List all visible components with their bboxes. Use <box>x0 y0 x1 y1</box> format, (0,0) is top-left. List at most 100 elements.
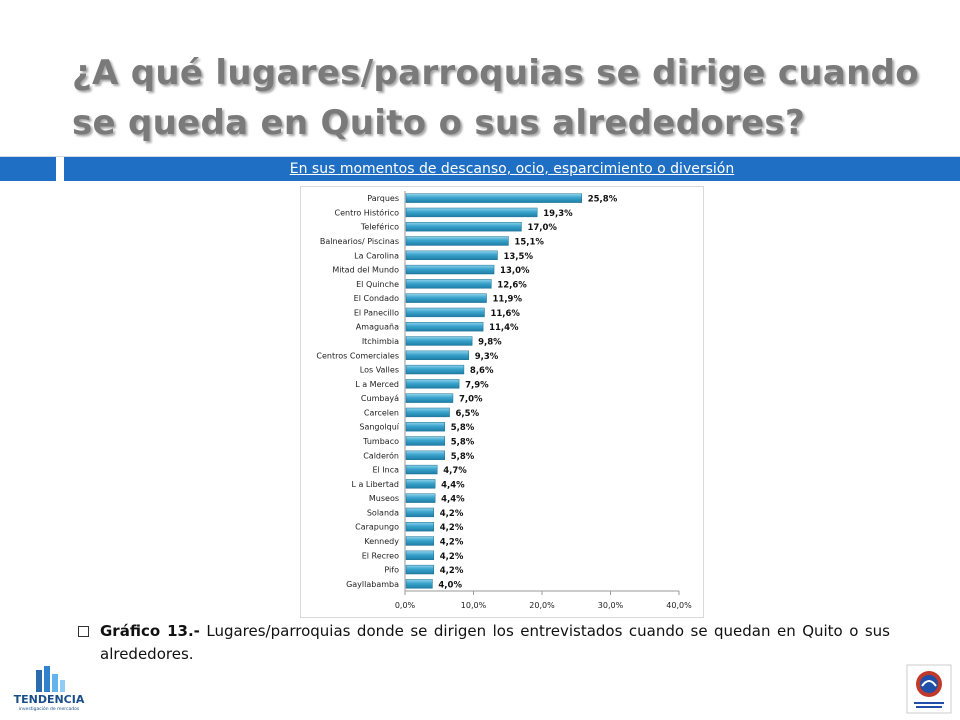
tendencia-logo-subtext: investigación de mercados <box>19 705 80 712</box>
bar-value-label: 4,2% <box>440 523 464 533</box>
bar <box>405 464 438 475</box>
category-label: Mitad del Mundo <box>332 266 399 275</box>
bar-value-label: 12,6% <box>497 280 527 290</box>
tendencia-logo-text: TENDENCIA <box>14 693 85 706</box>
bar <box>405 507 435 518</box>
bar-value-label: 6,5% <box>456 409 480 419</box>
category-label: Itchimbia <box>362 337 399 346</box>
x-tick-label: 20,0% <box>529 601 555 610</box>
header-divider <box>0 156 960 157</box>
bar <box>405 236 509 246</box>
category-label: La Carolina <box>354 251 399 260</box>
bar-value-label: 13,0% <box>500 266 530 276</box>
category-label: El Recreo <box>362 551 399 560</box>
bar <box>405 250 498 260</box>
category-label: Tumbaco <box>362 437 399 446</box>
category-label: El Panecillo <box>354 308 399 317</box>
category-label: Teleférico <box>360 222 399 232</box>
bar-value-label: 13,5% <box>503 252 533 262</box>
bar <box>405 207 538 218</box>
bar-chart: 0,0% 10,0% 20,0% 30,0% 40,0% Parques 25,8% Cent… <box>300 186 704 618</box>
tendencia-logo: TENDENCIA investigación de mercados <box>14 666 85 712</box>
bar <box>405 550 435 560</box>
category-label: Calderón <box>363 450 399 460</box>
bar-value-label: 7,0% <box>459 395 483 405</box>
bar-value-label: 4,0% <box>438 580 462 590</box>
category-label: El Inca <box>372 466 399 475</box>
bar-value-label: 4,2% <box>440 566 464 576</box>
bar-value-label: 19,3% <box>543 209 573 219</box>
bar <box>405 479 436 489</box>
bar <box>405 422 445 432</box>
bar <box>405 450 445 460</box>
category-label: L a Libertad <box>351 480 399 489</box>
bar <box>405 536 435 546</box>
bar-value-label: 4,2% <box>440 552 464 562</box>
page-title: ¿A qué lugares/parroquias se dirige cuan… <box>72 53 919 143</box>
bar <box>405 307 485 318</box>
bar <box>405 564 435 575</box>
category-label: L a Merced <box>355 380 399 389</box>
bar <box>405 279 492 289</box>
bar-value-label: 4,7% <box>443 466 467 476</box>
bar <box>405 293 487 303</box>
bar <box>405 264 495 275</box>
category-label: Centros Comerciales <box>316 351 399 360</box>
bar <box>405 522 435 532</box>
bar <box>405 393 454 403</box>
quito-turismo-logo <box>906 664 952 714</box>
caption-text: Lugares/parroquias donde se dirigen los … <box>100 622 890 663</box>
bar-value-label: 15,1% <box>514 238 544 248</box>
bar-value-label: 4,4% <box>441 480 465 490</box>
bar <box>405 193 582 203</box>
bar <box>405 493 436 503</box>
category-label: Gayllabamba <box>346 580 399 589</box>
bar <box>405 222 522 232</box>
bar-value-label: 25,8% <box>588 195 618 205</box>
bar-value-label: 4,2% <box>440 538 464 548</box>
category-label: Museos <box>369 494 399 503</box>
bar-value-label: 4,2% <box>440 509 464 519</box>
category-label: Parques <box>367 194 399 203</box>
bar <box>405 350 469 360</box>
category-label: Cumbayá <box>361 394 399 403</box>
x-tick-label: 40,0% <box>666 601 692 610</box>
category-label: Kennedy <box>364 537 399 546</box>
bar-value-label: 7,9% <box>465 380 489 390</box>
category-label: Balnearios/ Piscinas <box>320 237 399 246</box>
bar-value-label: 11,6% <box>490 309 520 319</box>
bar <box>405 336 473 346</box>
bar-chart-svg: 0,0% 10,0% 20,0% 30,0% 40,0% Parques 25,8% Cent… <box>316 191 692 610</box>
bar-value-label: 11,4% <box>489 323 519 333</box>
figure-caption: Gráfico 13.- Lugares/parroquias donde se… <box>100 620 890 666</box>
category-label: Carapungo <box>355 523 399 532</box>
bar <box>405 436 445 446</box>
bar <box>405 407 450 418</box>
category-label: Los Valles <box>360 366 399 375</box>
chart-subtitle: En sus momentos de descanso, ocio, espar… <box>289 161 735 177</box>
bar-value-label: 9,3% <box>475 352 499 362</box>
category-label: Sangolquí <box>359 423 399 432</box>
category-label: Carcelen <box>364 408 399 417</box>
bar-value-label: 5,8% <box>451 438 475 448</box>
category-label: Centro Histórico <box>334 207 399 217</box>
bar-value-label: 9,8% <box>478 338 502 348</box>
bar-value-label: 4,4% <box>441 495 465 505</box>
category-label: Solanda <box>367 508 399 517</box>
x-tick-label: 0,0% <box>395 601 416 610</box>
category-label: El Quinche <box>356 280 399 289</box>
bar-value-label: 5,8% <box>451 423 475 433</box>
category-label: Amaguaña <box>356 323 399 332</box>
x-tick-label: 30,0% <box>598 601 624 610</box>
x-tick-label: 10,0% <box>461 601 487 610</box>
bar <box>405 379 460 389</box>
bar <box>405 364 465 375</box>
bar <box>405 322 484 332</box>
caption-label: Gráfico 13.- <box>100 622 200 640</box>
bar <box>405 579 433 589</box>
bar-value-label: 8,6% <box>470 366 494 376</box>
category-label: El Condado <box>354 294 399 303</box>
bar-value-label: 17,0% <box>527 223 557 233</box>
bar-value-label: 5,8% <box>451 452 475 462</box>
header-band-left <box>0 157 56 181</box>
